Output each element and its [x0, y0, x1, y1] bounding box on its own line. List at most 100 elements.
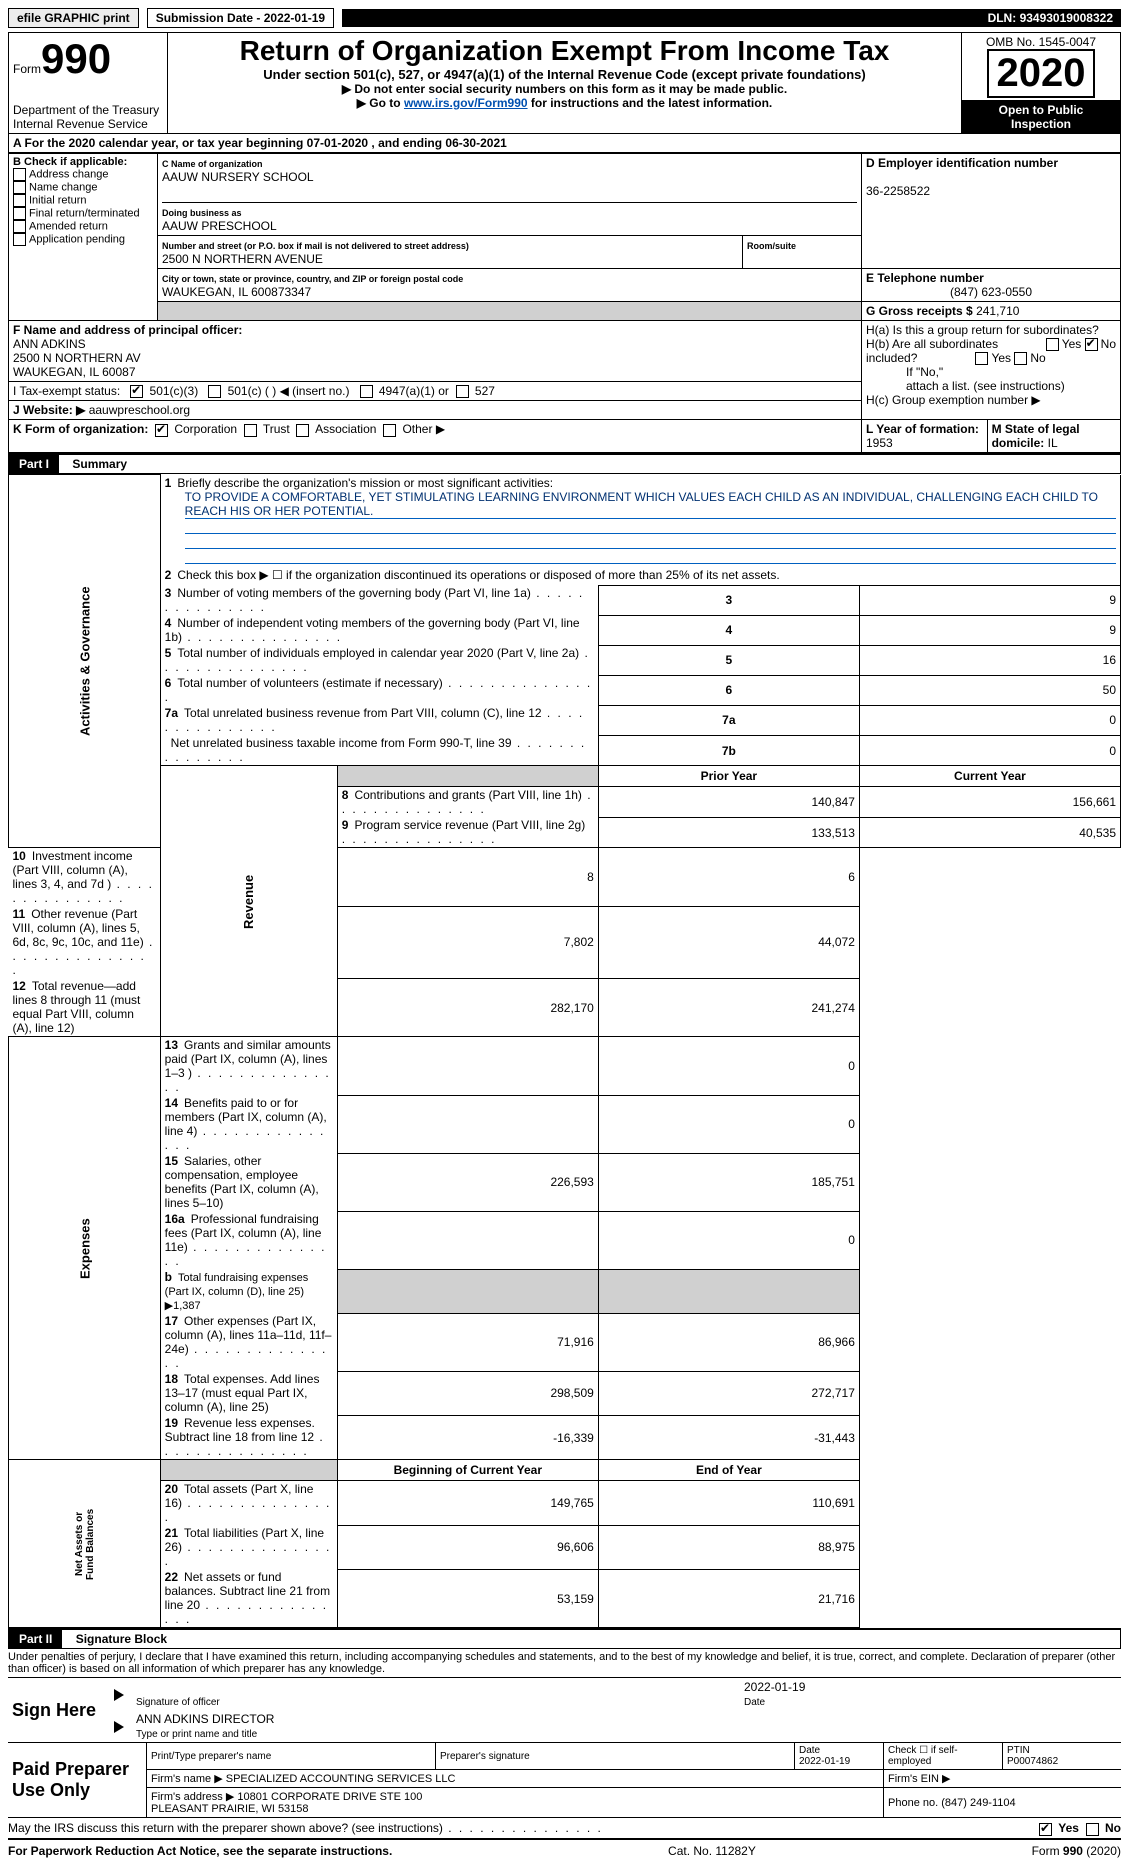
chk-pending[interactable]: [13, 233, 26, 246]
title-cell: Return of Organization Exempt From Incom…: [168, 33, 962, 134]
ln: 9: [342, 818, 355, 832]
officer-name-value: ANN ADKINS DIRECTOR: [136, 1712, 274, 1726]
hb-yes[interactable]: [975, 352, 988, 365]
chk-initial[interactable]: [13, 194, 26, 207]
ha-yes[interactable]: [1046, 338, 1059, 351]
lb: 6: [598, 675, 859, 705]
dln-bar: DLN: 93493019008322: [342, 9, 1121, 27]
lt: Total revenue—add lines 8 through 11 (mu…: [13, 979, 141, 1035]
ln: 10: [13, 849, 32, 863]
lt: Other revenue (Part VIII, column (A), li…: [13, 907, 155, 977]
officer-name: ANN ADKINS: [13, 337, 86, 351]
topbar: efile GRAPHIC print Submission Date - 20…: [8, 8, 1121, 28]
lt: Other expenses (Part IX, column (A), lin…: [165, 1314, 332, 1370]
chk-final[interactable]: [13, 207, 26, 220]
sign-here-label: Sign Here: [8, 1678, 106, 1743]
ein-label: D Employer identification number: [866, 156, 1058, 170]
name-label: C Name of organization: [162, 159, 263, 169]
chk-amended[interactable]: [13, 220, 26, 233]
box-g: G Gross receipts $ 241,710: [862, 302, 1121, 321]
box-b: B Check if applicable: Address change Na…: [9, 154, 158, 321]
city-label: City or town, state or province, country…: [162, 274, 463, 284]
lv: 0: [859, 735, 1120, 766]
lp: 96,606: [337, 1525, 598, 1569]
prep-date-label: Date: [799, 1745, 820, 1756]
part2-title: Signature Block: [66, 1632, 167, 1646]
chk-501c3[interactable]: [130, 385, 143, 398]
opt-pending: Application pending: [29, 233, 125, 245]
chk-other[interactable]: [383, 424, 396, 437]
lc: 6: [598, 848, 859, 907]
row-i: I Tax-exempt status: 501(c)(3) 501(c) ( …: [9, 382, 862, 401]
lc: 0: [598, 1037, 859, 1096]
lc: 272,717: [598, 1371, 859, 1415]
exp-row: 16aProfessional fundraising fees (Part I…: [9, 1211, 1121, 1269]
omb-number: OMB No. 1545-0047: [966, 35, 1116, 49]
hb-no[interactable]: [1014, 352, 1027, 365]
box-c-city: City or town, state or province, country…: [158, 269, 862, 302]
ha-no[interactable]: [1085, 338, 1098, 351]
sign-here-block: Sign Here Signature of officer 2022-01-1…: [8, 1677, 1121, 1743]
lv: 16: [859, 645, 1120, 675]
phone-label: E Telephone number: [866, 271, 984, 285]
lp: 133,513: [598, 817, 859, 848]
gov-row: 6Total number of volunteers (estimate if…: [9, 675, 1121, 705]
instructions-link[interactable]: www.irs.gov/Form990: [404, 96, 528, 110]
lc: 21,716: [598, 1569, 859, 1628]
discuss-no[interactable]: [1086, 1823, 1099, 1836]
m-label: M State of legal domicile:: [992, 422, 1080, 450]
dln-label: DLN:: [988, 11, 1020, 25]
lc: 241,274: [598, 978, 859, 1037]
street-value: 2500 N NORTHERN AVENUE: [162, 252, 323, 266]
box-b-label: B Check if applicable:: [13, 156, 127, 168]
lt: Contributions and grants (Part VIII, lin…: [342, 788, 593, 816]
ln: 7a: [165, 706, 184, 720]
chk-4947[interactable]: [360, 385, 373, 398]
opt-other: Other ▶: [402, 422, 445, 436]
chk-assoc[interactable]: [296, 424, 309, 437]
self-employed: Check ☐ if self-employed: [884, 1743, 1003, 1770]
lp: [337, 1037, 598, 1096]
return-title: Return of Organization Exempt From Incom…: [172, 35, 957, 67]
chk-address[interactable]: [13, 168, 26, 181]
row-k: K Form of organization: Corporation Trus…: [9, 420, 862, 453]
row-k-label: K Form of organization:: [13, 422, 148, 436]
opt-amended: Amended return: [29, 220, 108, 232]
lt: Number of voting members of the governin…: [165, 586, 585, 614]
firm-ein-label: Firm's EIN ▶: [884, 1770, 1122, 1788]
officer-name-line: ANN ADKINS DIRECTORType or print name an…: [132, 1710, 1121, 1743]
chk-501c[interactable]: [208, 385, 221, 398]
discuss-yes[interactable]: [1039, 1823, 1052, 1836]
chk-corp[interactable]: [155, 424, 168, 437]
officer-label: F Name and address of principal officer:: [13, 323, 242, 337]
prep-name-label: Print/Type preparer's name: [147, 1743, 436, 1770]
ln: b: [165, 1270, 178, 1284]
footer-mid: Cat. No. 11282Y: [668, 1844, 756, 1858]
chk-name[interactable]: [13, 181, 26, 194]
part2-label: Part II: [9, 1630, 62, 1648]
lt: Number of independent voting members of …: [165, 616, 580, 644]
bal-row: 21Total liabilities (Part X, line 26)96,…: [9, 1525, 1121, 1569]
chk-527[interactable]: [456, 385, 469, 398]
form-label: Form: [13, 62, 41, 76]
l-label: L Year of formation:: [866, 422, 979, 436]
ln: 20: [165, 1482, 184, 1496]
lc: 88,975: [598, 1525, 859, 1569]
ein-value: 36-2258522: [866, 184, 930, 198]
yes1: Yes: [1062, 337, 1082, 351]
row-a-mid: , and ending: [368, 136, 445, 150]
row-lm: L Year of formation: 1953 M State of leg…: [862, 420, 1121, 453]
lt: Total fundraising expenses (Part IX, col…: [165, 1272, 309, 1312]
ln: 14: [165, 1096, 184, 1110]
efile-button[interactable]: efile GRAPHIC print: [8, 8, 139, 28]
lp: 71,916: [337, 1313, 598, 1371]
chk-trust[interactable]: [244, 424, 257, 437]
hb-note: If "No," attach a list. (see instruction…: [866, 365, 1116, 393]
lp: [337, 1269, 598, 1313]
row-a-begin: 07-01-2020: [307, 136, 368, 150]
lb: 7a: [598, 705, 859, 735]
entity-table: B Check if applicable: Address change Na…: [8, 153, 1121, 453]
part1-label: Part I: [9, 455, 59, 473]
opt-corp: Corporation: [174, 422, 237, 436]
tax-year: 2020: [987, 49, 1096, 98]
